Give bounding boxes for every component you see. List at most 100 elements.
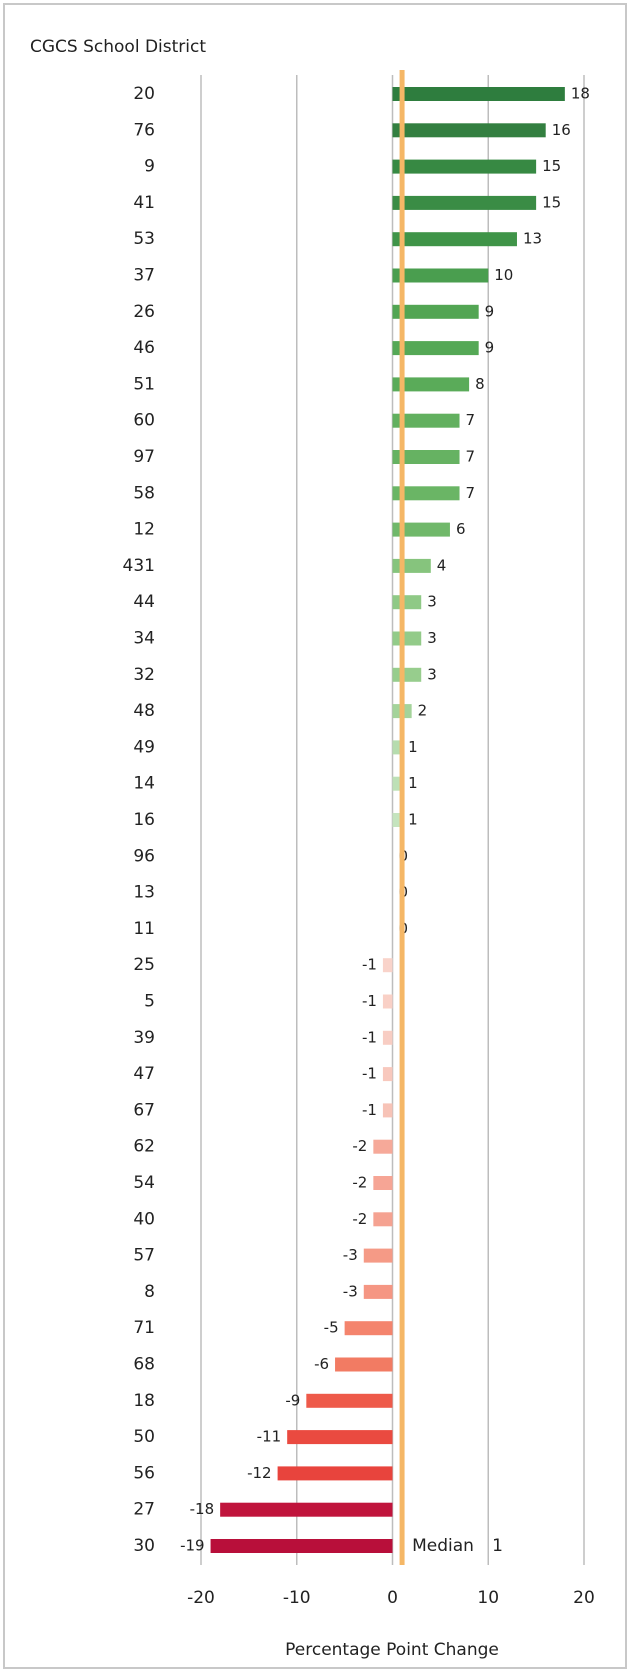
data-label: 2 — [418, 702, 428, 720]
y-tick-label: 46 — [133, 338, 155, 358]
y-tick-label: 37 — [133, 266, 155, 286]
data-label: 18 — [571, 85, 590, 103]
y-tick-label: 68 — [133, 1355, 155, 1375]
y-tick-label: 47 — [133, 1064, 155, 1084]
data-label: -5 — [324, 1319, 339, 1337]
y-tick-label: 41 — [133, 193, 155, 213]
y-tick-label: 97 — [133, 447, 155, 467]
data-label: 15 — [542, 193, 561, 211]
data-label: 1 — [408, 811, 418, 829]
data-label: 4 — [437, 556, 447, 574]
data-label: 15 — [542, 157, 561, 175]
data-label: 7 — [466, 448, 476, 466]
median-value: 1 — [492, 1536, 503, 1556]
y-tick-label: 39 — [133, 1028, 155, 1048]
y-tick-label: 34 — [133, 629, 155, 649]
bar — [382, 994, 393, 1009]
y-tick-label: 40 — [133, 1209, 155, 1229]
data-label: 8 — [475, 375, 485, 393]
y-tick-label: 30 — [133, 1536, 155, 1556]
bar — [373, 1212, 393, 1227]
data-label: -1 — [362, 956, 377, 974]
bar — [363, 1248, 393, 1263]
y-tick-label: 76 — [133, 120, 155, 140]
bar — [382, 1067, 393, 1082]
frame — [3, 3, 627, 1669]
data-label: -3 — [343, 1246, 358, 1264]
data-label: -9 — [285, 1391, 300, 1409]
data-label: -6 — [314, 1355, 329, 1373]
chart-title: CGCS School District — [30, 37, 206, 57]
data-label: 1 — [408, 738, 418, 756]
y-tick-label: 96 — [133, 846, 155, 866]
data-label: 6 — [456, 520, 466, 538]
y-tick-label: 11 — [133, 919, 155, 939]
x-tick-label: 0 — [387, 1588, 398, 1608]
bar — [306, 1393, 393, 1408]
y-tick-label: 53 — [133, 229, 155, 249]
data-label: -1 — [362, 992, 377, 1010]
y-tick-label: 67 — [133, 1100, 155, 1120]
data-label: 3 — [427, 593, 437, 611]
bar — [382, 958, 393, 973]
bar — [392, 740, 403, 755]
y-tick-label: 60 — [133, 411, 155, 431]
y-tick-label: 14 — [133, 774, 155, 794]
bar — [277, 1466, 393, 1481]
bar — [392, 304, 479, 319]
data-label: 7 — [466, 484, 476, 502]
data-label: -2 — [352, 1137, 367, 1155]
y-tick-label: 44 — [133, 592, 155, 612]
bar — [392, 159, 537, 174]
y-tick-label: 54 — [133, 1173, 155, 1193]
data-label: 1 — [408, 774, 418, 792]
data-label: -18 — [190, 1500, 215, 1518]
y-tick-label: 57 — [133, 1246, 155, 1266]
data-label: -1 — [362, 1028, 377, 1046]
bar — [210, 1539, 393, 1553]
bar — [392, 123, 546, 138]
x-tick-label: 20 — [573, 1588, 595, 1608]
y-tick-label: 5 — [144, 992, 155, 1012]
bar — [392, 232, 517, 247]
median-label: Median — [412, 1536, 474, 1556]
x-axis-title: Percentage Point Change — [285, 1640, 499, 1660]
bar — [392, 341, 479, 356]
x-tick-label: -20 — [187, 1588, 215, 1608]
x-tick-label: 10 — [477, 1588, 499, 1608]
y-tick-label: 51 — [133, 374, 155, 394]
y-tick-label: 431 — [123, 556, 155, 576]
y-tick-label: 32 — [133, 665, 155, 685]
bar — [392, 87, 565, 101]
data-label: 10 — [494, 266, 513, 284]
bar — [392, 413, 460, 428]
y-tick-label: 18 — [133, 1391, 155, 1411]
data-label: 9 — [485, 302, 495, 320]
y-tick-label: 50 — [133, 1427, 155, 1447]
bar — [392, 667, 422, 682]
y-tick-label: 58 — [133, 483, 155, 503]
bar — [373, 1176, 393, 1190]
bar — [344, 1321, 393, 1336]
bar — [382, 1030, 393, 1045]
data-label: 9 — [485, 339, 495, 357]
data-label: -2 — [352, 1174, 367, 1192]
y-tick-label: 13 — [133, 883, 155, 903]
data-label: -1 — [362, 1101, 377, 1119]
bar — [392, 268, 489, 283]
y-tick-label: 12 — [133, 520, 155, 540]
y-tick-label: 8 — [144, 1282, 155, 1302]
bar — [373, 1139, 393, 1154]
y-tick-label: 48 — [133, 701, 155, 721]
bar — [335, 1357, 393, 1372]
y-tick-label: 71 — [133, 1318, 155, 1338]
data-label: -19 — [180, 1537, 205, 1555]
bar — [392, 377, 470, 392]
data-label: 13 — [523, 230, 542, 248]
y-tick-label: 62 — [133, 1137, 155, 1157]
data-label: 16 — [552, 121, 571, 139]
bar — [392, 450, 460, 464]
bar — [392, 486, 460, 501]
bar — [392, 631, 422, 646]
